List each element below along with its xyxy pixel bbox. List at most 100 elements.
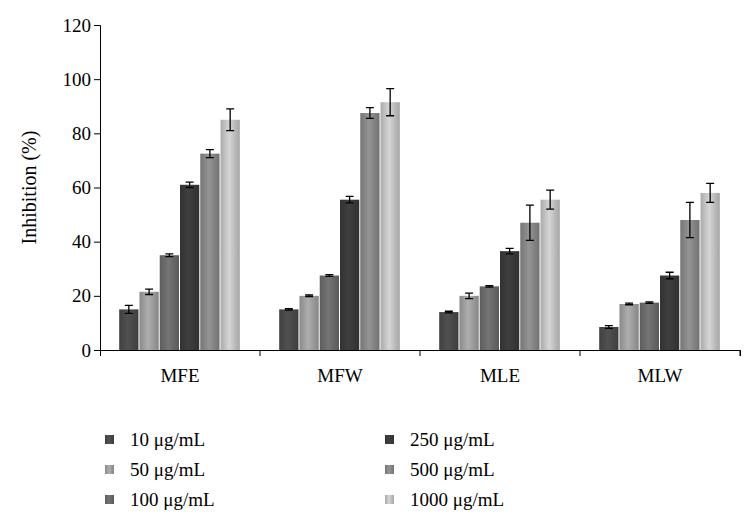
error-bar-line xyxy=(686,202,694,237)
error-bar xyxy=(325,275,333,277)
x-tick-mark xyxy=(740,350,741,356)
error-bar xyxy=(686,202,694,237)
bar xyxy=(221,120,240,350)
error-bar xyxy=(666,272,674,279)
error-bar xyxy=(346,196,354,203)
bar xyxy=(119,309,138,350)
bar xyxy=(139,292,158,350)
legend-swatch xyxy=(105,465,114,474)
y-tick: 0 xyxy=(82,340,101,361)
x-tick-label: MFE xyxy=(160,365,199,386)
x-tick-mark xyxy=(580,350,581,356)
error-bar xyxy=(285,309,293,311)
error-bar-line xyxy=(305,295,313,297)
legend-swatch xyxy=(105,495,114,504)
x-tick-mark xyxy=(260,350,261,356)
error-bar xyxy=(485,286,493,288)
error-bar xyxy=(366,108,374,119)
legend-label: 1000 μg/mL xyxy=(410,489,504,510)
error-bar xyxy=(226,109,234,131)
error-bar xyxy=(645,302,653,304)
x-tick-mark xyxy=(420,350,421,356)
error-bar xyxy=(386,89,394,116)
bar xyxy=(660,276,679,350)
y-tick: 60 xyxy=(72,177,100,198)
y-tick-mark xyxy=(94,242,100,243)
bar xyxy=(619,304,638,350)
legend-item: 50 μg/mL xyxy=(105,459,205,480)
error-bar-line xyxy=(445,311,453,313)
legend-item: 1000 μg/mL xyxy=(385,489,504,510)
bar xyxy=(299,296,318,350)
bar xyxy=(279,309,298,350)
legend-swatch xyxy=(385,435,394,444)
legend-label: 50 μg/mL xyxy=(130,459,205,480)
bar xyxy=(459,296,478,350)
error-bar-line xyxy=(226,109,234,131)
legend-label: 10 μg/mL xyxy=(130,429,205,450)
legend-swatch xyxy=(385,495,394,504)
x-tick-label: MFW xyxy=(317,365,362,386)
error-bar-line xyxy=(605,326,613,329)
legend-swatch xyxy=(385,465,394,474)
legend-label: 500 μg/mL xyxy=(410,459,495,480)
chart: 020406080100120MFEMFWMLEMLWInhibition (%… xyxy=(0,0,751,531)
y-tick: 100 xyxy=(63,69,101,90)
error-bar xyxy=(625,303,633,305)
error-bar xyxy=(125,305,133,313)
bar xyxy=(500,251,519,350)
error-bar xyxy=(605,326,613,329)
bar xyxy=(599,327,618,350)
bar xyxy=(320,276,339,350)
y-axis-title: Inhibition (%) xyxy=(18,131,41,245)
error-bar-line xyxy=(666,272,674,279)
error-bar-line xyxy=(526,205,534,240)
bar xyxy=(680,220,699,350)
error-bar-line xyxy=(206,150,214,158)
error-bar xyxy=(165,254,173,257)
bar xyxy=(520,223,539,350)
legend-item: 100 μg/mL xyxy=(105,489,215,510)
error-bar xyxy=(546,190,554,209)
bar xyxy=(200,154,219,350)
error-bar-line xyxy=(186,182,194,187)
x-tick: MLE xyxy=(480,350,580,386)
bar xyxy=(360,113,379,350)
legend-item: 250 μg/mL xyxy=(385,429,495,450)
error-bar-line xyxy=(625,303,633,305)
bar xyxy=(640,303,659,350)
series xyxy=(180,182,679,350)
y-tick-label: 20 xyxy=(72,285,91,306)
error-bar xyxy=(706,183,714,202)
y-tick-label: 40 xyxy=(72,231,91,252)
y-tick-mark xyxy=(94,133,100,134)
y-tick-mark xyxy=(94,188,100,189)
x-tick-label: MLE xyxy=(480,365,520,386)
error-bar-line xyxy=(485,286,493,288)
y-tick: 20 xyxy=(72,285,100,306)
error-bar-line xyxy=(386,89,394,116)
x-tick-label: MLW xyxy=(637,365,682,386)
legend-label: 100 μg/mL xyxy=(130,489,215,510)
error-bar-line xyxy=(325,275,333,277)
y-tick-mark xyxy=(94,350,100,351)
error-bar-line xyxy=(285,309,293,311)
y-tick-mark xyxy=(94,25,100,26)
legend-label: 250 μg/mL xyxy=(410,429,495,450)
legend-item: 10 μg/mL xyxy=(105,429,205,450)
error-bar-line xyxy=(346,196,354,203)
series xyxy=(221,89,720,350)
error-bar xyxy=(206,150,214,158)
error-bar xyxy=(305,295,313,297)
y-tick: 40 xyxy=(72,231,100,252)
x-axis-line xyxy=(101,351,741,357)
error-bar-line xyxy=(165,254,173,257)
legend: 10 μg/mL 50 μg/mL 100 μg/mL 250 μg/mL 500 μg… xyxy=(105,429,504,510)
y-tick-label: 60 xyxy=(72,177,91,198)
error-bar-line xyxy=(506,248,514,253)
error-bar xyxy=(526,205,534,240)
series xyxy=(200,108,699,350)
bar xyxy=(180,185,199,350)
error-bar xyxy=(445,311,453,313)
error-bar xyxy=(145,289,153,294)
